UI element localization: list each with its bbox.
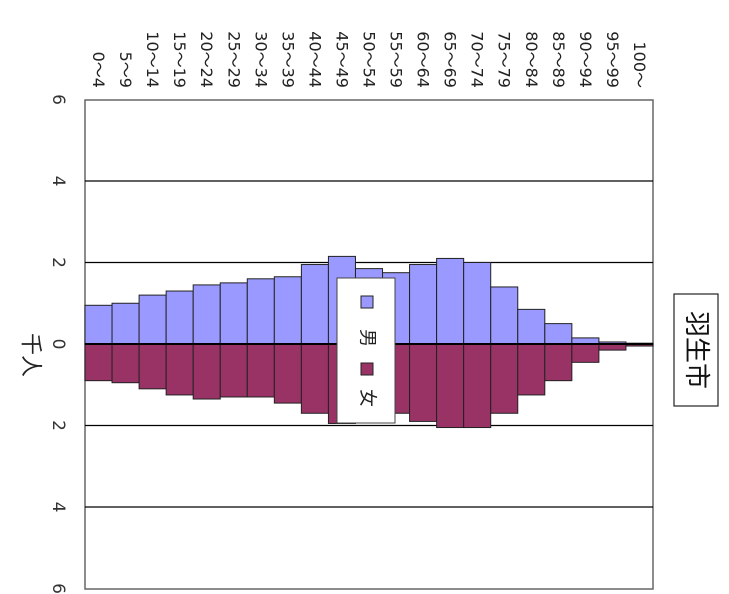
bar-male	[84, 304, 113, 345]
tick-label: 4	[48, 176, 68, 187]
category-label: 80～84	[522, 31, 541, 88]
category-label: 65～69	[441, 31, 460, 88]
bar-female	[571, 343, 600, 363]
category-label: 5～9	[116, 52, 135, 88]
bar-male	[517, 308, 546, 345]
bar-male	[490, 286, 519, 345]
bar-female	[246, 343, 275, 398]
bar-male	[192, 284, 221, 345]
bar-male	[300, 264, 329, 345]
bar-female	[463, 343, 492, 429]
bar-female	[409, 343, 438, 422]
category-label: 75～79	[495, 31, 514, 88]
category-label: 40～44	[305, 31, 324, 88]
bar-female	[490, 343, 519, 414]
tick-label: 2	[48, 420, 68, 431]
legend-swatch-male	[360, 295, 374, 309]
bar-female	[192, 343, 221, 400]
chart-title: 羽生市	[673, 293, 719, 407]
category-label: 45～49	[332, 31, 351, 88]
value-tick-labels: 6 4 2 0 2 4 6	[48, 94, 68, 594]
category-labels: 0～4 5～9 10～14 15～19 20～24 25～29 30～34 35～39 40～4…	[89, 31, 649, 88]
category-label: 50～54	[360, 31, 379, 88]
bar-male	[219, 282, 248, 345]
bar-male	[111, 302, 140, 345]
tick-label: 4	[48, 502, 68, 513]
category-label: 85～89	[549, 31, 568, 88]
tick-label: 6	[48, 94, 68, 105]
unit-label: 千人	[18, 333, 43, 377]
tick-label: 2	[48, 257, 68, 268]
legend-label-male: 男	[357, 329, 378, 347]
bar-male	[409, 264, 438, 345]
bar-male	[436, 257, 465, 345]
category-label: 90～94	[576, 31, 595, 88]
bar-female	[273, 343, 302, 404]
bar-female	[517, 343, 546, 396]
title-text: 羽生市	[681, 311, 711, 389]
bar-female	[544, 343, 573, 382]
category-label: 15～19	[170, 31, 189, 88]
legend-label-female: 女	[357, 389, 378, 407]
bar-male	[246, 278, 275, 345]
bar-female	[84, 343, 113, 382]
bar-male	[165, 290, 194, 345]
category-label: 35～39	[278, 31, 297, 88]
legend: 男 女	[336, 277, 396, 424]
category-label: 60～64	[414, 31, 433, 88]
bar-female	[111, 343, 140, 384]
tick-label: 6	[48, 583, 68, 594]
bar-female	[300, 343, 329, 414]
category-label: 25～29	[224, 31, 243, 88]
category-label: 95～99	[603, 31, 622, 88]
bar-male	[138, 294, 167, 345]
bar-female	[436, 343, 465, 429]
category-label: 55～59	[387, 31, 406, 88]
category-label: 20～24	[197, 31, 216, 88]
bar-male	[544, 323, 573, 345]
bar-female	[219, 343, 248, 398]
category-label: 0～4	[89, 52, 108, 88]
bar-female	[165, 343, 194, 396]
gridlines	[85, 180, 653, 508]
bar-male	[463, 262, 492, 345]
legend-swatch-female	[360, 362, 374, 376]
category-label: 70～74	[468, 31, 487, 88]
category-label: 30～34	[251, 31, 270, 88]
bar-male	[273, 276, 302, 345]
title-box	[673, 293, 719, 407]
category-label: 10～14	[143, 31, 162, 88]
tick-label: 0	[48, 339, 68, 350]
category-label: 100～	[630, 41, 649, 88]
bar-female	[138, 343, 167, 390]
bars	[84, 255, 654, 429]
